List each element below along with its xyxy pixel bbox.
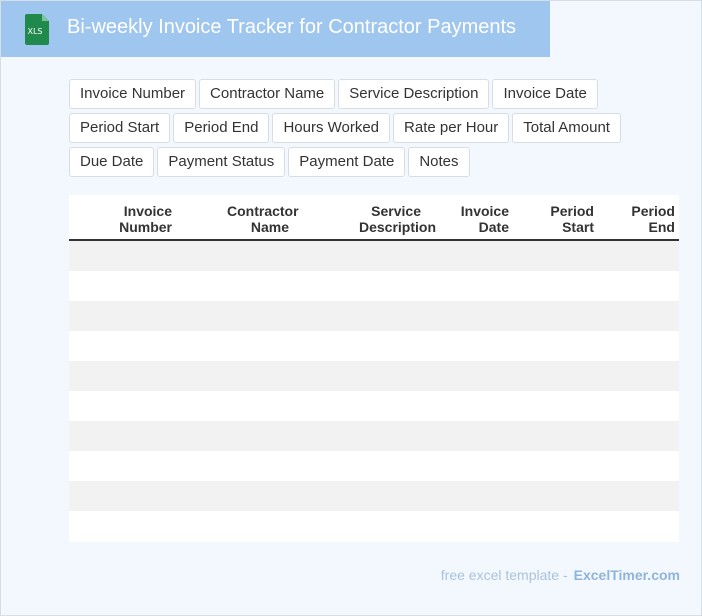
footer-text: free excel template - [440,567,568,583]
table-header: Invoice Number Contractor Name Service Des… [69,195,679,241]
table-row [69,511,679,541]
table: Invoice Number Contractor Name Service Des… [69,195,679,542]
footer-site[interactable]: ExcelTimer.com [573,567,680,583]
field-chip[interactable]: Invoice Number [69,79,197,109]
table-row [69,331,679,361]
table-row [69,241,679,271]
field-list: Invoice Number Contractor Name Service Des… [69,79,701,177]
table-row [69,301,679,331]
field-chip[interactable]: Due Date [69,147,155,177]
field-chip[interactable]: Payment Status [157,147,286,177]
column-header: Period End [631,203,675,235]
table-row [69,361,679,391]
column-header: Invoice Number [119,203,172,235]
field-chip[interactable]: Payment Date [288,147,406,177]
column-header: Period Start [550,203,594,235]
table-row [69,271,679,301]
table-row [69,391,679,421]
header: XLS Bi-weekly Invoice Tracker for Contra… [1,1,550,57]
table-body [69,241,679,541]
footer: free excel template - ExcelTimer.com [441,567,680,583]
field-chip[interactable]: Period End [173,113,270,143]
field-chip[interactable]: Hours Worked [272,113,391,143]
xls-icon: XLS [25,14,49,45]
field-chip[interactable]: Contractor Name [199,79,336,109]
table-row [69,421,679,451]
field-chip[interactable]: Period Start [69,113,171,143]
field-chip[interactable]: Service Description [338,79,490,109]
title: Bi-weekly Invoice Tracker for Contractor… [67,16,517,38]
table-row [69,481,679,511]
field-chip[interactable]: Total Amount [512,113,621,143]
column-header: Service Description [359,203,437,235]
table-row [69,451,679,481]
column-header: Invoice Date [460,203,509,235]
field-chip[interactable]: Rate per Hour [393,113,510,143]
field-chip[interactable]: Invoice Date [492,79,598,109]
field-chip[interactable]: Notes [408,147,470,177]
column-header: Contractor Name [227,203,299,235]
icon-label: XLS [27,27,42,36]
